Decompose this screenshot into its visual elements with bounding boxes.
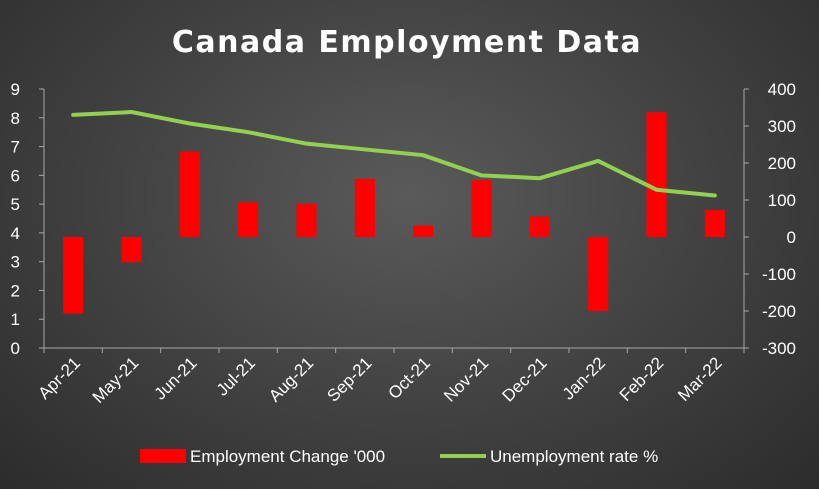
left-tick-label: 6 xyxy=(11,166,20,185)
left-tick-label: 3 xyxy=(11,253,20,272)
bar-employment-change xyxy=(121,237,142,263)
x-tick-label: Jul-21 xyxy=(213,353,259,399)
right-tick-label: -300 xyxy=(762,339,796,358)
bar-employment-change xyxy=(646,112,667,237)
right-tick-label: 400 xyxy=(768,80,796,99)
x-tick-label: Jan-22 xyxy=(559,353,609,403)
right-tick-label: 300 xyxy=(768,117,796,136)
right-tick-label: 0 xyxy=(787,228,796,247)
bar-employment-change xyxy=(704,209,725,237)
legend-swatch-employment xyxy=(140,449,186,463)
bar-employment-change xyxy=(296,203,317,237)
left-tick-label: 1 xyxy=(11,310,20,329)
left-tick-label: 9 xyxy=(11,80,20,99)
left-tick-label: 8 xyxy=(11,109,20,128)
bar-employment-change xyxy=(471,180,492,237)
left-tick-label: 4 xyxy=(11,224,20,243)
x-tick-label: Mar-22 xyxy=(674,353,726,405)
chart-title: Canada Employment Data xyxy=(172,25,642,60)
right-tick-label: -100 xyxy=(762,265,796,284)
bar-employment-change xyxy=(63,237,84,314)
left-tick-label: 2 xyxy=(11,281,20,300)
legend: Employment Change '000 Unemployment rate… xyxy=(140,447,658,466)
x-tick-label: Oct-21 xyxy=(384,353,434,403)
right-tick-label: -200 xyxy=(762,302,796,321)
left-tick-label: 0 xyxy=(11,339,20,358)
x-tick-label: Apr-21 xyxy=(34,353,84,403)
x-tick-label: Feb-22 xyxy=(616,353,668,405)
x-tick-label: Dec-21 xyxy=(498,353,550,405)
bar-employment-change xyxy=(529,216,550,237)
bar-series xyxy=(63,112,725,314)
x-tick-label: Nov-21 xyxy=(440,353,492,405)
left-tick-label: 7 xyxy=(11,138,20,157)
bar-employment-change xyxy=(179,151,200,237)
x-tick-label: Sep-21 xyxy=(323,353,375,405)
legend-label-employment: Employment Change '000 xyxy=(190,447,385,466)
left-tick-label: 5 xyxy=(11,195,20,214)
x-tick-label: May-21 xyxy=(89,353,143,407)
bar-employment-change xyxy=(354,178,375,237)
legend-label-unemployment: Unemployment rate % xyxy=(490,447,658,466)
bar-employment-change xyxy=(238,202,259,237)
right-tick-label: 200 xyxy=(768,154,796,173)
right-tick-label: 100 xyxy=(768,191,796,210)
bar-employment-change xyxy=(413,225,434,237)
line-unemployment-rate xyxy=(71,110,717,198)
x-tick-label: Aug-21 xyxy=(265,353,317,405)
x-tick-label: Jun-21 xyxy=(150,353,200,403)
bar-employment-change xyxy=(588,237,609,311)
line-series xyxy=(71,110,717,198)
